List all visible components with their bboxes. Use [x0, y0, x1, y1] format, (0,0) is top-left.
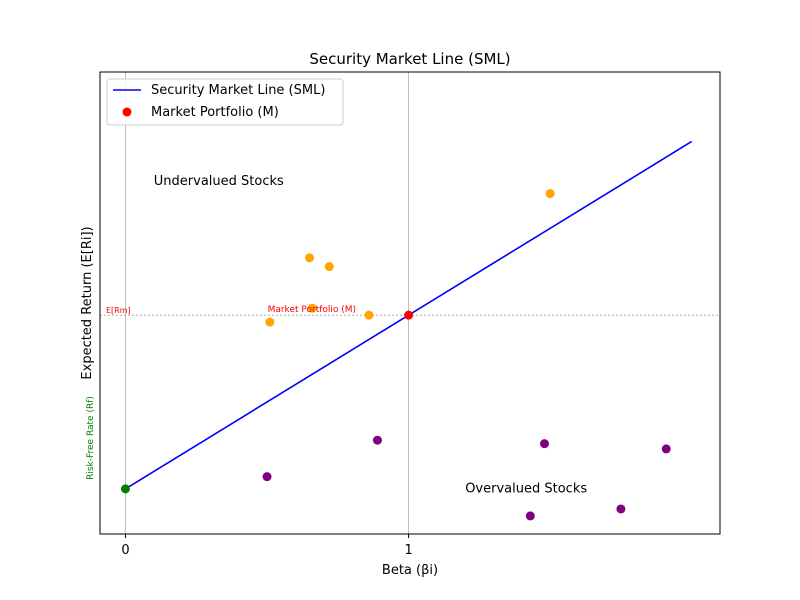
undervalued-stock-point	[307, 303, 317, 313]
y-axis-label: Expected Return (E[Ri])	[80, 226, 95, 379]
risk-free-point	[120, 484, 130, 494]
legend-market-swatch	[122, 107, 132, 117]
chart-title: Security Market Line (SML)	[309, 50, 510, 68]
overvalued-stock-point	[262, 472, 272, 482]
undervalued-stock-point	[265, 317, 275, 327]
overvalued-stock-point	[372, 435, 382, 445]
overvalued-stock-point	[539, 439, 549, 449]
legend-market-label: Market Portfolio (M)	[151, 105, 279, 120]
axes-frame	[99, 71, 721, 535]
overvalued-stock-point	[616, 504, 626, 514]
undervalued-stock-point	[545, 189, 555, 199]
overvalued-stock-point	[525, 511, 535, 521]
overvalued-label: Overvalued Stocks	[465, 481, 587, 496]
undervalued-stock-point	[324, 262, 334, 272]
market-return-label: E[Rm]	[106, 306, 131, 315]
market-portfolio-annotation: Market Portfolio (M)	[268, 305, 356, 315]
market-portfolio-point	[404, 310, 414, 320]
undervalued-stock-point	[304, 253, 314, 263]
plot-area	[100, 72, 720, 534]
legend: Security Market Line (SML) Market Portfo…	[106, 78, 344, 126]
x-tick-label: 1	[404, 543, 412, 558]
x-axis-label: Beta (βi)	[382, 563, 438, 578]
undervalued-label: Undervalued Stocks	[154, 174, 284, 189]
undervalued-stock-point	[364, 310, 374, 320]
legend-box	[106, 78, 344, 126]
x-tick-label: 0	[121, 543, 129, 558]
risk-free-label: Risk-Free Rate (Rf)	[86, 396, 96, 480]
grid-layer	[125, 72, 409, 534]
points-layer	[120, 189, 671, 521]
overvalued-stock-point	[661, 444, 671, 454]
legend-sml-label: Security Market Line (SML)	[151, 83, 325, 98]
annotations-layer: Market Portfolio (M) Undervalued Stocks Ov…	[86, 174, 587, 496]
